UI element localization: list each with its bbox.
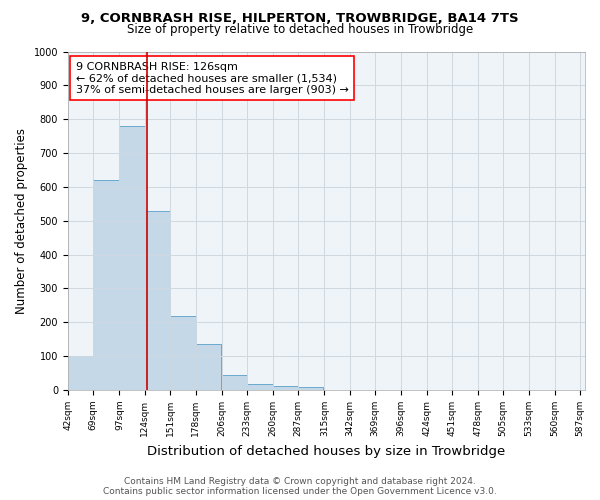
Y-axis label: Number of detached properties: Number of detached properties (15, 128, 28, 314)
Text: Size of property relative to detached houses in Trowbridge: Size of property relative to detached ho… (127, 24, 473, 36)
Bar (68, 356, 93, 390)
Bar (119, 126, 145, 390)
Bar (145, 210, 170, 390)
Bar (298, 386, 323, 390)
Text: 9 CORNBRASH RISE: 126sqm
← 62% of detached houses are smaller (1,534)
37% of sem: 9 CORNBRASH RISE: 126sqm ← 62% of detach… (76, 62, 349, 95)
Bar (170, 316, 196, 390)
X-axis label: Distribution of detached houses by size in Trowbridge: Distribution of detached houses by size … (147, 444, 505, 458)
Bar (247, 384, 272, 390)
Bar (222, 375, 247, 390)
Bar (93, 180, 119, 390)
Bar (196, 344, 221, 390)
Text: 9, CORNBRASH RISE, HILPERTON, TROWBRIDGE, BA14 7TS: 9, CORNBRASH RISE, HILPERTON, TROWBRIDGE… (81, 12, 519, 26)
Text: Contains HM Land Registry data © Crown copyright and database right 2024.
Contai: Contains HM Land Registry data © Crown c… (103, 476, 497, 496)
Bar (272, 386, 298, 390)
